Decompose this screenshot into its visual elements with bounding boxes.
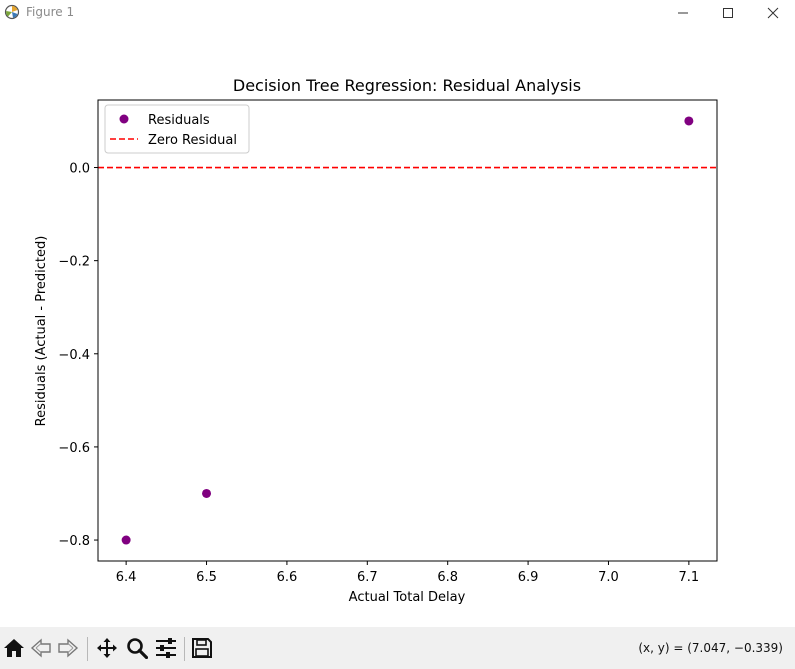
save-icon — [192, 638, 212, 658]
window-title: Figure 1 — [26, 5, 75, 19]
y-tick-label: −0.6 — [58, 441, 90, 456]
residual-point — [684, 116, 694, 126]
pan-icon — [97, 638, 117, 658]
pan-button[interactable] — [95, 637, 119, 659]
residual-point — [121, 535, 131, 545]
save-button[interactable] — [190, 637, 214, 659]
zoom-icon — [127, 638, 148, 659]
legend-box — [104, 104, 250, 154]
toolbar-separator — [87, 637, 88, 661]
home-button[interactable] — [2, 637, 26, 659]
back-button[interactable] — [29, 637, 53, 659]
close-button[interactable] — [750, 0, 795, 26]
x-tick-label: 7.0 — [598, 570, 619, 585]
y-axis-label: Residuals (Actual - Predicted) — [34, 236, 49, 427]
title-bar: Figure 1 — [0, 0, 795, 26]
cursor-coordinates: (x, y) = (7.047, −0.339) — [638, 641, 783, 655]
minimize-button[interactable] — [660, 0, 706, 26]
x-tick-label: 6.4 — [116, 570, 137, 585]
axes-frame — [97, 99, 718, 562]
figure-canvas[interactable]: Decision Tree Regression: Residual Analy… — [0, 26, 795, 627]
x-tick-label: 6.9 — [518, 570, 539, 585]
y-tick-label: 0.0 — [69, 162, 90, 177]
configure-subplots-button[interactable] — [154, 637, 178, 659]
y-tick-label: −0.8 — [58, 534, 90, 549]
legend-marker-residuals — [119, 114, 129, 124]
close-icon — [767, 7, 779, 19]
x-tick-label: 6.8 — [437, 570, 458, 585]
y-tick-label: −0.2 — [58, 255, 90, 270]
x-tick-label: 7.1 — [679, 570, 700, 585]
chart-title: Decision Tree Regression: Residual Analy… — [233, 76, 581, 95]
minimize-icon — [678, 12, 688, 14]
zoom-button[interactable] — [125, 637, 149, 659]
scatter-plot[interactable]: Decision Tree Regression: Residual Analy… — [0, 26, 795, 627]
home-icon — [4, 639, 24, 657]
x-axis-label: Actual Total Delay — [349, 590, 466, 605]
navigation-toolbar: (x, y) = (7.047, −0.339) — [0, 627, 795, 669]
forward-button[interactable] — [56, 637, 80, 659]
legend-label: Residuals — [148, 113, 210, 128]
x-tick-label: 6.5 — [196, 570, 217, 585]
y-tick-label: −0.4 — [58, 348, 90, 363]
matplotlib-logo-icon — [4, 4, 20, 20]
maximize-icon — [723, 8, 733, 18]
x-tick-label: 6.7 — [357, 570, 378, 585]
configure-subplots-icon — [156, 638, 176, 658]
maximize-button[interactable] — [705, 0, 751, 26]
x-tick-label: 6.6 — [277, 570, 298, 585]
back-icon — [30, 638, 51, 658]
forward-icon — [58, 638, 79, 658]
toolbar-separator — [184, 637, 185, 661]
residual-point — [202, 488, 212, 498]
legend-label: Zero Residual — [148, 133, 237, 148]
